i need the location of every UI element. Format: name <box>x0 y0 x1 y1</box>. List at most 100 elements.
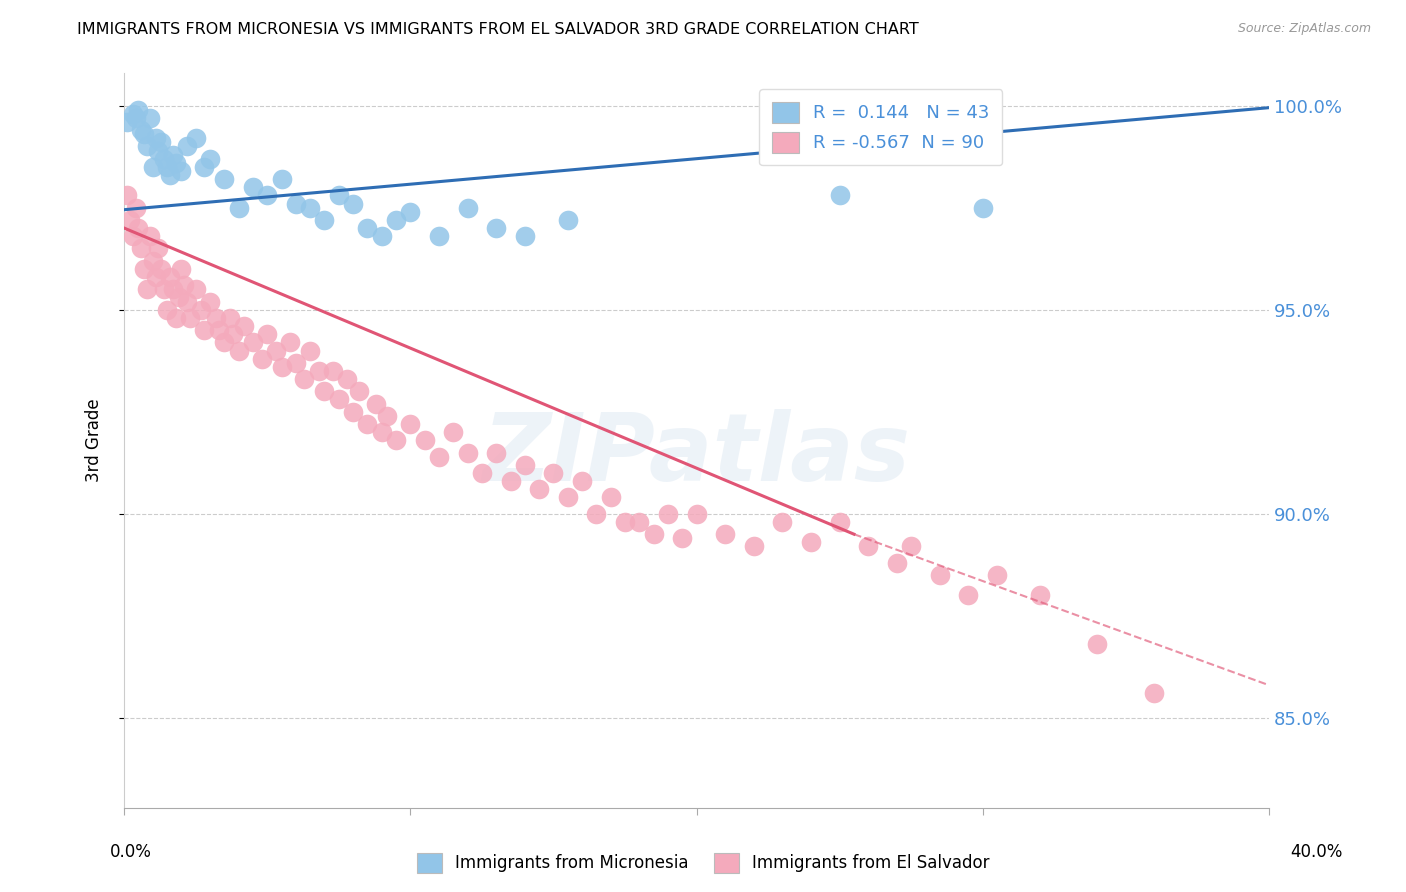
Point <box>336 372 359 386</box>
Point <box>314 384 336 399</box>
Point <box>139 111 162 125</box>
Point <box>986 568 1008 582</box>
Point <box>214 172 236 186</box>
Point <box>127 221 149 235</box>
Point <box>385 434 408 448</box>
Point <box>242 335 264 350</box>
Point <box>198 294 221 309</box>
Point <box>399 417 422 431</box>
Point <box>571 474 593 488</box>
Point <box>264 343 287 358</box>
Point <box>1143 686 1166 700</box>
Point <box>377 409 399 423</box>
Point <box>219 310 242 325</box>
Point <box>527 483 550 497</box>
Point <box>170 261 193 276</box>
Point <box>115 188 138 202</box>
Point <box>176 139 198 153</box>
Point <box>165 155 187 169</box>
Point <box>153 152 176 166</box>
Point <box>124 201 146 215</box>
Point <box>142 160 165 174</box>
Point <box>176 294 198 309</box>
Point <box>270 172 292 186</box>
Point <box>139 229 162 244</box>
Point <box>148 242 170 256</box>
Point <box>513 229 536 244</box>
Point <box>153 282 176 296</box>
Point <box>294 372 316 386</box>
Point <box>770 515 793 529</box>
Point <box>145 270 167 285</box>
Point <box>214 335 236 350</box>
Point <box>557 213 579 227</box>
Point <box>928 568 950 582</box>
Point <box>657 507 679 521</box>
Point <box>364 396 387 410</box>
Point <box>299 343 322 358</box>
Point <box>204 310 226 325</box>
Point <box>485 445 508 459</box>
Point <box>499 474 522 488</box>
Point <box>342 405 364 419</box>
Point <box>207 323 229 337</box>
Point <box>121 229 143 244</box>
Point <box>399 204 422 219</box>
Text: Source: ZipAtlas.com: Source: ZipAtlas.com <box>1237 22 1371 36</box>
Point <box>228 201 250 215</box>
Point <box>714 527 737 541</box>
Point <box>342 196 364 211</box>
Point <box>159 270 181 285</box>
Point <box>328 188 350 202</box>
Point <box>413 434 436 448</box>
Point <box>314 213 336 227</box>
Point <box>233 318 256 333</box>
Point <box>150 136 173 150</box>
Point <box>284 356 307 370</box>
Point <box>485 221 508 235</box>
Point <box>190 302 212 317</box>
Point <box>671 531 693 545</box>
Point <box>242 180 264 194</box>
Point <box>471 466 494 480</box>
Point <box>165 310 187 325</box>
Point <box>1029 588 1052 602</box>
Point <box>170 164 193 178</box>
Point <box>356 417 378 431</box>
Point <box>142 253 165 268</box>
Point <box>193 323 215 337</box>
Point <box>156 160 179 174</box>
Point <box>828 188 851 202</box>
Point <box>134 127 156 141</box>
Point <box>250 351 273 366</box>
Point <box>299 201 322 215</box>
Point <box>614 515 637 529</box>
Point <box>167 290 190 304</box>
Point <box>184 282 207 296</box>
Point <box>131 123 153 137</box>
Point <box>370 229 392 244</box>
Point <box>124 111 146 125</box>
Point <box>628 515 651 529</box>
Point <box>322 364 344 378</box>
Point <box>599 491 621 505</box>
Point <box>858 540 880 554</box>
Point <box>184 131 207 145</box>
Point <box>118 213 141 227</box>
Point <box>136 282 159 296</box>
Point <box>148 144 170 158</box>
Point <box>121 107 143 121</box>
Point <box>427 450 450 464</box>
Text: ZIPatlas: ZIPatlas <box>482 409 911 501</box>
Point <box>222 327 245 342</box>
Point <box>256 188 278 202</box>
Point <box>972 201 994 215</box>
Point <box>162 147 184 161</box>
Point <box>284 196 307 211</box>
Point <box>127 103 149 117</box>
Point <box>828 515 851 529</box>
Point <box>427 229 450 244</box>
Point <box>150 261 173 276</box>
Text: 40.0%: 40.0% <box>1291 843 1343 861</box>
Point <box>643 527 665 541</box>
